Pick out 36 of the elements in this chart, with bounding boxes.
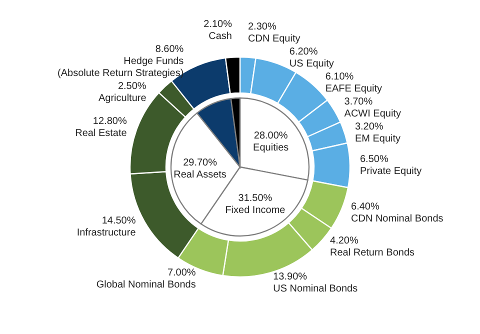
data-label: 13.90% [273,271,308,282]
data-label: 7.00% [167,268,196,279]
data-label: 2.10% [204,19,232,30]
slice-label: Equities [253,142,289,154]
data-label: 3.20% [354,122,384,133]
slice-label: Global Nominal Bonds [96,280,196,291]
data-label: 2.50% [118,81,146,92]
slice-label: Infrastructure [76,227,136,238]
slice-label: EM Equity [354,134,401,145]
slice-label: CDN Nominal Bonds [351,214,444,225]
slice-label: CDN Equity [248,34,300,45]
slice-label: Hedge Funds (Absolute Return Strategies) [58,56,184,80]
data-label: 4.20% [330,235,358,246]
slice-label: US Equity [289,58,334,70]
slice-label: US Nominal Bonds [273,283,358,294]
slice-label: Cash [208,31,232,42]
slice-label: Real Estate [75,128,128,140]
data-label: 2.30% [248,22,276,33]
data-label: 12.80% [92,116,127,128]
data-label: 29.70% [183,157,218,168]
slice-label: EAFE Equity [325,84,382,95]
data-label: 14.50% [102,215,136,226]
data-label: 6.20% [289,46,318,58]
slice-label: ACWI Equity [344,108,401,120]
data-label: 6.50% [360,154,388,166]
slice-label: Real Return Bonds [330,247,415,258]
data-label: 6.10% [325,72,354,83]
slice-label: Private Equity [360,166,422,178]
data-label: 8.60% [155,44,184,56]
slice-label: Agriculture [98,93,147,104]
slice-label: Real Assets [174,169,226,180]
slice-label: Fixed Income [225,204,286,216]
data-label: 28.00% [254,130,288,142]
data-label: 31.50% [238,192,272,204]
data-label: 3.70% [344,96,373,108]
data-label: 6.40% [351,202,380,213]
